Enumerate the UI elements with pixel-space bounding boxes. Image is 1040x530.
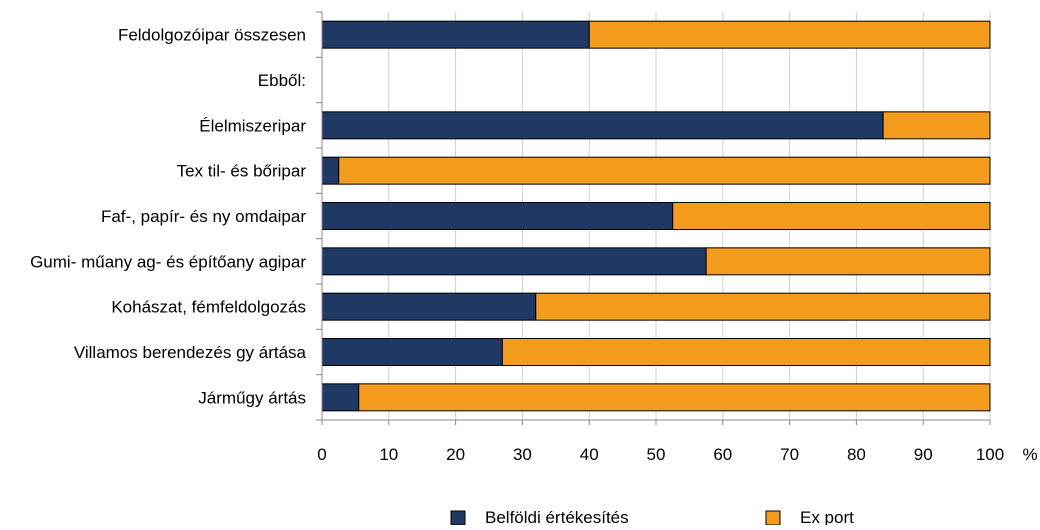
- bar-segment: [321, 292, 537, 321]
- category-label: Élelmiszeripar: [199, 116, 306, 135]
- bar-segment: [321, 383, 360, 412]
- x-tick-label: 30: [513, 445, 532, 464]
- bar-segment: [321, 338, 503, 366]
- x-tick-label: 60: [713, 445, 732, 464]
- legend: Belföldi értékesítés Ex port: [450, 508, 854, 527]
- x-tick-label: 10: [379, 445, 398, 464]
- category-label: Ebből:: [258, 71, 306, 90]
- category-label: Járműgy ártás: [198, 388, 306, 407]
- x-tick-label: 50: [647, 445, 666, 464]
- category-label: Kohászat, fémfeldolgozás: [111, 298, 306, 317]
- bar-segment: [321, 111, 884, 140]
- bar-segment: [358, 383, 991, 412]
- bar-segment: [672, 202, 991, 230]
- bar-segment: [321, 202, 674, 230]
- legend-label: Ex port: [800, 508, 854, 525]
- x-tick-label: 70: [780, 445, 799, 464]
- x-tick-labels: 0 10 20 30 40 50 60 70 80 90 100: [317, 445, 1004, 464]
- bar-segment: [321, 20, 590, 49]
- axes: [316, 11, 991, 425]
- bar-segment: [321, 247, 707, 276]
- category-label: Faf-, papír- és ny omdaipar: [101, 207, 306, 226]
- bar-segment: [501, 338, 991, 366]
- bar-segment: [705, 247, 991, 276]
- bar-segment: [338, 156, 991, 185]
- bar-segment: [882, 111, 991, 140]
- category-label: Villamos berendezés gy ártása: [74, 343, 307, 362]
- category-label: Gumi- műany ag- és építőany agipar: [30, 252, 306, 271]
- x-tick-label: 90: [914, 445, 933, 464]
- x-unit-label: %: [1022, 445, 1037, 464]
- x-tick-label: 20: [446, 445, 465, 464]
- category-label: Tex til- és bőripar: [177, 162, 307, 181]
- bar-segment: [535, 292, 991, 321]
- bars: [321, 20, 991, 412]
- x-tick-label: 40: [580, 445, 599, 464]
- x-tick-label: 100: [976, 445, 1004, 464]
- legend-swatch: [450, 510, 466, 526]
- legend-swatch: [765, 510, 781, 526]
- category-label: Feldolgozóipar összesen: [118, 26, 306, 45]
- x-tick-label: 0: [317, 445, 326, 464]
- x-tick-label: 80: [847, 445, 866, 464]
- bar-segment: [588, 20, 991, 49]
- bar-segment: [321, 156, 340, 185]
- category-labels: Feldolgozóipar összesen Ebből: Élelmiszeri…: [30, 26, 306, 408]
- legend-label: Belföldi értékesítés: [485, 508, 629, 525]
